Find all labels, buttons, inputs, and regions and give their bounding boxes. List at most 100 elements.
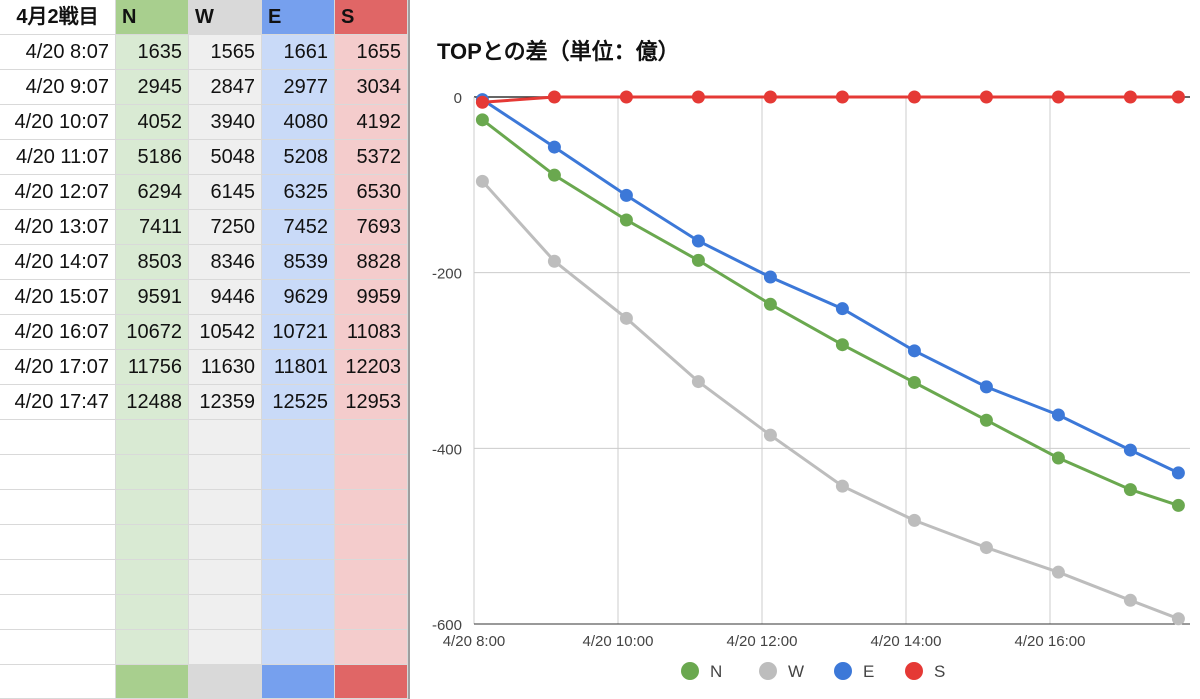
- value-cell[interactable]: 7250: [189, 210, 262, 244]
- value-cell[interactable]: 11083: [335, 315, 408, 349]
- time-cell[interactable]: 4/20 16:07: [0, 315, 116, 349]
- header-cell[interactable]: S: [335, 0, 408, 34]
- value-cell[interactable]: 6325: [262, 175, 335, 209]
- empty-cell[interactable]: [262, 630, 335, 664]
- empty-cell[interactable]: [262, 595, 335, 629]
- value-cell[interactable]: 1565: [189, 35, 262, 69]
- value-cell[interactable]: 3940: [189, 105, 262, 139]
- empty-cell[interactable]: [0, 630, 116, 664]
- empty-cell[interactable]: [0, 420, 116, 454]
- value-cell[interactable]: 5208: [262, 140, 335, 174]
- empty-cell[interactable]: [335, 595, 408, 629]
- value-cell[interactable]: 1655: [335, 35, 408, 69]
- empty-cell[interactable]: [335, 525, 408, 559]
- empty-cell[interactable]: [335, 560, 408, 594]
- value-cell[interactable]: 6145: [189, 175, 262, 209]
- empty-cell[interactable]: [335, 455, 408, 489]
- header-cell[interactable]: N: [116, 0, 189, 34]
- value-cell[interactable]: 6294: [116, 175, 189, 209]
- value-cell[interactable]: 7452: [262, 210, 335, 244]
- value-cell[interactable]: 11630: [189, 350, 262, 384]
- empty-cell[interactable]: [0, 595, 116, 629]
- value-cell[interactable]: 9591: [116, 280, 189, 314]
- empty-cell[interactable]: [262, 455, 335, 489]
- value-cell[interactable]: 8503: [116, 245, 189, 279]
- empty-cell[interactable]: [116, 490, 189, 524]
- empty-cell[interactable]: [116, 630, 189, 664]
- value-cell[interactable]: 12203: [335, 350, 408, 384]
- value-cell[interactable]: 8539: [262, 245, 335, 279]
- footer-cell[interactable]: [116, 665, 189, 698]
- value-cell[interactable]: 2945: [116, 70, 189, 104]
- value-cell[interactable]: 5048: [189, 140, 262, 174]
- empty-cell[interactable]: [335, 630, 408, 664]
- time-cell[interactable]: 4/20 14:07: [0, 245, 116, 279]
- empty-cell[interactable]: [189, 560, 262, 594]
- value-cell[interactable]: 4052: [116, 105, 189, 139]
- header-cell[interactable]: E: [262, 0, 335, 34]
- value-cell[interactable]: 11801: [262, 350, 335, 384]
- time-cell[interactable]: 4/20 9:07: [0, 70, 116, 104]
- empty-cell[interactable]: [0, 490, 116, 524]
- value-cell[interactable]: 5186: [116, 140, 189, 174]
- empty-cell[interactable]: [189, 455, 262, 489]
- footer-cell[interactable]: [0, 665, 116, 698]
- value-cell[interactable]: 8828: [335, 245, 408, 279]
- header-cell[interactable]: W: [189, 0, 262, 34]
- value-cell[interactable]: 9446: [189, 280, 262, 314]
- time-cell[interactable]: 4/20 13:07: [0, 210, 116, 244]
- time-cell[interactable]: 4/20 17:47: [0, 385, 116, 419]
- empty-cell[interactable]: [0, 560, 116, 594]
- empty-cell[interactable]: [116, 455, 189, 489]
- empty-cell[interactable]: [262, 560, 335, 594]
- empty-cell[interactable]: [189, 630, 262, 664]
- empty-cell[interactable]: [189, 525, 262, 559]
- empty-cell[interactable]: [335, 420, 408, 454]
- empty-cell[interactable]: [116, 420, 189, 454]
- time-cell[interactable]: 4/20 10:07: [0, 105, 116, 139]
- value-cell[interactable]: 7693: [335, 210, 408, 244]
- value-cell[interactable]: 8346: [189, 245, 262, 279]
- value-cell[interactable]: 4192: [335, 105, 408, 139]
- time-cell[interactable]: 4/20 11:07: [0, 140, 116, 174]
- header-cell[interactable]: 4月2戦目: [0, 0, 116, 34]
- empty-cell[interactable]: [189, 595, 262, 629]
- empty-cell[interactable]: [335, 490, 408, 524]
- empty-cell[interactable]: [262, 525, 335, 559]
- value-cell[interactable]: 10672: [116, 315, 189, 349]
- empty-cell[interactable]: [262, 490, 335, 524]
- value-cell[interactable]: 11756: [116, 350, 189, 384]
- value-cell[interactable]: 9629: [262, 280, 335, 314]
- value-cell[interactable]: 12359: [189, 385, 262, 419]
- value-cell[interactable]: 2977: [262, 70, 335, 104]
- value-cell[interactable]: 12525: [262, 385, 335, 419]
- empty-cell[interactable]: [189, 490, 262, 524]
- empty-cell[interactable]: [189, 420, 262, 454]
- footer-cell[interactable]: [262, 665, 335, 698]
- value-cell[interactable]: 1661: [262, 35, 335, 69]
- value-cell[interactable]: 12488: [116, 385, 189, 419]
- value-cell[interactable]: 3034: [335, 70, 408, 104]
- value-cell[interactable]: 10721: [262, 315, 335, 349]
- value-cell[interactable]: 4080: [262, 105, 335, 139]
- empty-cell[interactable]: [116, 525, 189, 559]
- time-cell[interactable]: 4/20 12:07: [0, 175, 116, 209]
- empty-cell[interactable]: [0, 525, 116, 559]
- value-cell[interactable]: 5372: [335, 140, 408, 174]
- value-cell[interactable]: 2847: [189, 70, 262, 104]
- value-cell[interactable]: 7411: [116, 210, 189, 244]
- value-cell[interactable]: 6530: [335, 175, 408, 209]
- value-cell[interactable]: 9959: [335, 280, 408, 314]
- value-cell[interactable]: 12953: [335, 385, 408, 419]
- empty-cell[interactable]: [116, 560, 189, 594]
- empty-cell[interactable]: [116, 595, 189, 629]
- value-cell[interactable]: 1635: [116, 35, 189, 69]
- footer-cell[interactable]: [335, 665, 408, 698]
- time-cell[interactable]: 4/20 17:07: [0, 350, 116, 384]
- time-cell[interactable]: 4/20 8:07: [0, 35, 116, 69]
- empty-cell[interactable]: [262, 420, 335, 454]
- footer-cell[interactable]: [189, 665, 262, 698]
- time-cell[interactable]: 4/20 15:07: [0, 280, 116, 314]
- empty-cell[interactable]: [0, 455, 116, 489]
- value-cell[interactable]: 10542: [189, 315, 262, 349]
